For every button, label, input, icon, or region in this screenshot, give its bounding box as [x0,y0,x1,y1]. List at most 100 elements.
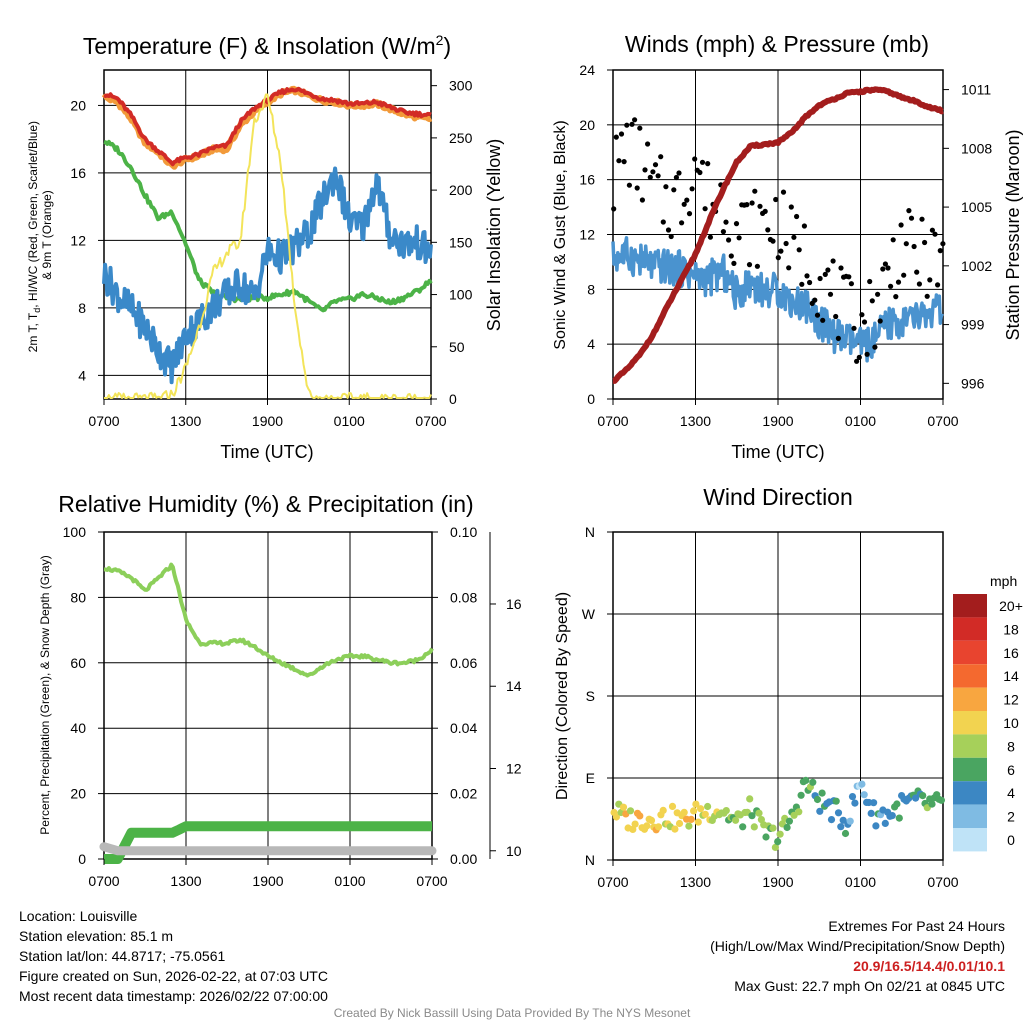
gust-point [778,248,784,254]
gust-point [877,318,883,324]
gust-point [911,243,917,250]
gust-point [856,354,862,360]
gust-point [838,265,844,271]
legend-swatch [953,640,987,665]
gust-point [679,220,685,226]
legend-swatch [953,711,987,735]
y2-tick-label: 14 [506,678,522,694]
direction-point [692,800,700,808]
y-tick-label: E [586,770,595,786]
direction-point [774,838,782,846]
legend-label: 14 [1003,668,1019,684]
humidity-title: Relative Humidity (%) & Precipitation (i… [58,491,473,517]
x-tick-label: 0100 [845,874,876,890]
y2-tick-label: 996 [961,375,985,391]
direction-point [881,819,889,828]
gust-point [827,291,834,297]
station-latlon: Station lat/lon: 44.8717; -75.0561 [19,948,226,964]
y-tick-label: 60 [70,655,86,671]
y2-tick-label: 1008 [961,140,992,156]
y-tick-label: 12 [70,232,86,248]
station-location: Location: Louisville [19,908,138,924]
gust-point [681,201,687,207]
gust-point [702,206,708,212]
y2-tick-label: 0.06 [450,655,477,671]
y-tick-label: 80 [70,589,86,605]
x-tick-label: 1900 [762,413,793,429]
x-tick-label: 0700 [927,413,958,429]
temperature-x-label: Time (UTC) [220,442,313,462]
gust-point [752,188,758,194]
winds-title: Winds (mph) & Pressure (mb) [625,31,929,57]
x-tick-label: 0100 [334,413,365,429]
snow-depth-line [99,842,437,856]
gust-point [668,233,674,240]
gust-point [754,263,761,269]
direction-point [795,808,803,816]
gust-point [788,204,794,210]
gust-point [697,169,703,176]
winds-x-label: Time (UTC) [731,442,824,462]
speed-legend: 20+ 18 16 14 12 10 8 6 4 2 0 [953,594,1023,852]
direction-point [837,823,845,831]
y-tick-label: 100 [63,524,87,540]
direction-point [687,815,695,824]
gust-point [770,238,776,244]
direction-point [643,822,651,830]
temperature-panel: Temperature (F) & Insolation (W/m2) 0700… [26,32,504,462]
direction-point [937,796,946,804]
x-tick-label: 1900 [762,874,793,890]
winds-grid [612,70,944,399]
gust-point [744,202,750,208]
temperature-y-label: 2m T, Td, HI/WC (Red, Green, Scarlet/Blu… [26,118,54,353]
gust-point [794,213,800,220]
gust-point [676,170,682,176]
direction-point [685,822,693,830]
gust-point [684,197,690,203]
y-tick-label: 4 [587,336,595,352]
gust-point [720,229,727,235]
y-tick-label: 24 [579,62,595,78]
direction-point [690,807,698,815]
y2-tick-label: 50 [449,339,465,355]
humidity-panel: Relative Humidity (%) & Precipitation (i… [38,491,522,889]
y-tick-label: 40 [70,720,86,736]
y2-tick-label: 200 [449,182,473,198]
gust-point [618,131,625,137]
gust-point [799,281,805,287]
gust-point [929,227,936,233]
humidity-grid [103,532,433,859]
max-gust: Max Gust: 22.7 mph On 02/21 at 0845 UTC [734,978,1005,994]
station-info: Location: Louisville Station elevation: … [19,906,328,1006]
legend-label: 10 [1003,715,1019,731]
direction-point [776,830,784,838]
gust-point [705,161,711,167]
gust-point [632,117,638,123]
gust-point [820,317,826,323]
temperature-y2-label: Solar Insolation (Yellow) [484,139,504,331]
gust-point [791,234,797,240]
gust-point [765,227,771,233]
gust-point [726,237,732,243]
gust-point [804,273,810,279]
gust-point [645,141,651,147]
gust-point [762,208,768,214]
x-tick-label: 1900 [252,413,283,429]
gust-point [932,231,938,237]
y-tick-label: 20 [70,97,86,113]
gust-point [885,265,891,271]
direction-point [848,793,857,801]
gust-point [807,279,813,286]
gust-point [937,248,943,254]
y-tick-label: 20 [579,117,595,133]
gust-point [665,227,672,233]
y2-tick-label: 10 [506,843,522,859]
station-elevation: Station elevation: 85.1 m [19,928,174,944]
gust-point [872,344,878,350]
direction-point [619,803,628,811]
gust-point [707,234,714,240]
recent-timestamp: Most recent data timestamp: 2026/02/22 0… [19,988,328,1004]
y-tick-label: 8 [78,300,86,316]
gust-point [903,241,909,247]
